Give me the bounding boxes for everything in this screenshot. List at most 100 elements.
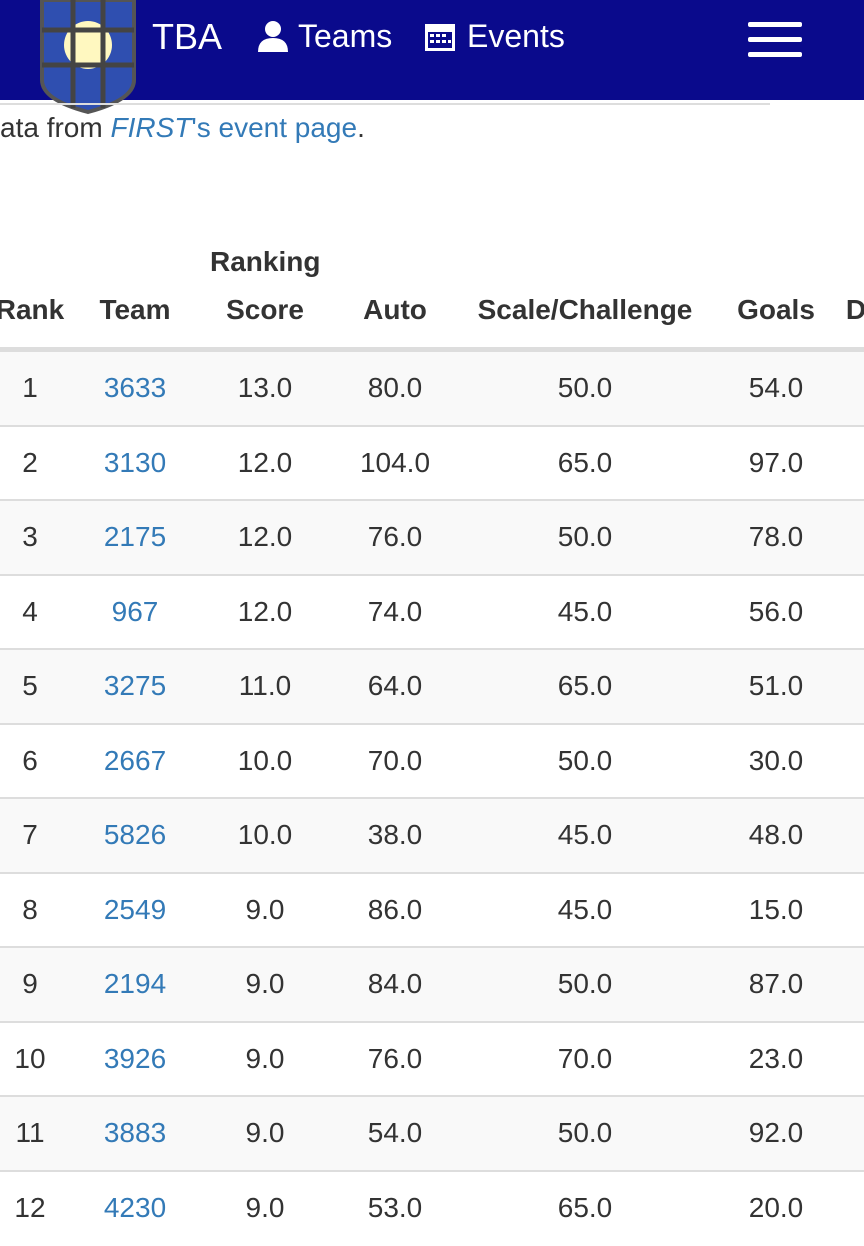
cell: 1 bbox=[22, 372, 38, 403]
text: FIRST bbox=[110, 112, 192, 143]
table-row: 10 3926 9.0 76.0 70.0 23.0 bbox=[0, 1020, 864, 1097]
team-link[interactable]: 2194 bbox=[103, 968, 167, 999]
table-row: 7 5826 10.0 38.0 45.0 48.0 bbox=[0, 797, 864, 873]
table-row: 5 3275 11.0 64.0 65.0 51.0 bbox=[0, 648, 864, 724]
text: ata from bbox=[0, 112, 111, 143]
team-link[interactable]: 4230 bbox=[103, 1191, 167, 1223]
cell: 11.0 bbox=[238, 670, 292, 701]
cell: 10 bbox=[14, 1042, 46, 1074]
cell: 12.0 bbox=[237, 521, 293, 552]
cell: 45.0 bbox=[557, 819, 613, 850]
cell: 11 bbox=[15, 1117, 45, 1148]
column-header: Team bbox=[99, 294, 171, 325]
cell: 76.0 bbox=[367, 521, 423, 552]
team-link[interactable]: 967 bbox=[111, 595, 159, 627]
team-link[interactable]: 2175 bbox=[103, 521, 167, 552]
cell: 51.0 bbox=[748, 670, 804, 701]
column-header: Rank bbox=[0, 294, 65, 325]
cell: 9.0 bbox=[245, 1117, 285, 1148]
table-row: 8 2549 9.0 86.0 45.0 15.0 bbox=[0, 871, 864, 948]
cell: 12 bbox=[14, 1191, 46, 1223]
cell: 50.0 bbox=[557, 744, 613, 776]
cell: 5 bbox=[22, 670, 38, 701]
cell: 50.0 bbox=[557, 968, 613, 999]
logo[interactable] bbox=[38, 0, 138, 115]
menu-button[interactable] bbox=[748, 22, 802, 58]
teams-icon bbox=[258, 21, 288, 52]
cell: 76.0 bbox=[367, 1042, 423, 1074]
team-link[interactable]: 3275 bbox=[103, 670, 167, 701]
cell: 10.0 bbox=[237, 744, 293, 776]
cell: 87.0 bbox=[748, 968, 804, 999]
nav-link[interactable]: Events bbox=[467, 18, 565, 54]
cell: 38.0 bbox=[367, 819, 423, 850]
table-row: 1 3633 13.0 80.0 50.0 54.0 bbox=[0, 350, 864, 426]
text: 's event page bbox=[191, 112, 358, 143]
text: . bbox=[357, 112, 365, 143]
column-header: Ranking Score bbox=[210, 246, 321, 325]
cell: 84.0 bbox=[367, 968, 423, 999]
cell: 54.0 bbox=[367, 1117, 423, 1148]
cell: 20.0 bbox=[748, 1191, 804, 1223]
table-row: 3 2175 12.0 76.0 50.0 78.0 bbox=[0, 499, 864, 575]
column-header: Goals bbox=[737, 294, 815, 325]
team-link[interactable]: 3633 bbox=[103, 372, 167, 403]
team-link[interactable]: 5826 bbox=[103, 819, 167, 850]
table-row: 9 2194 9.0 84.0 50.0 87.0 bbox=[0, 946, 864, 1022]
cell: 64.0 bbox=[367, 670, 423, 701]
cell: 92.0 bbox=[748, 1117, 804, 1148]
cell: 86.0 bbox=[367, 893, 423, 925]
event-link[interactable]: FIRST's event page bbox=[110, 112, 357, 143]
team-link[interactable]: 2667 bbox=[103, 744, 167, 776]
team-link[interactable]: 3926 bbox=[103, 1042, 167, 1074]
cell: 9.0 bbox=[245, 968, 285, 999]
table-row: 4 967 12.0 74.0 45.0 56.0 bbox=[0, 573, 864, 650]
cell: 3 bbox=[22, 521, 38, 552]
table-row: 12 4230 9.0 53.0 65.0 20.0 bbox=[0, 1169, 864, 1246]
cell: 13.0 bbox=[237, 372, 293, 403]
cell: 80.0 bbox=[367, 372, 423, 403]
cell: 50.0 bbox=[557, 1117, 613, 1148]
team-link[interactable]: 3883 bbox=[103, 1117, 167, 1148]
team-link[interactable]: 2549 bbox=[103, 893, 167, 925]
events-icon bbox=[425, 24, 455, 51]
cell: 56.0 bbox=[748, 595, 804, 627]
cell: 104.0 bbox=[359, 446, 431, 478]
cell: 15.0 bbox=[748, 893, 804, 925]
cell: 10.0 bbox=[237, 819, 293, 850]
cell: 45.0 bbox=[557, 595, 613, 627]
cell: 23.0 bbox=[748, 1042, 804, 1074]
cell: 2 bbox=[22, 446, 38, 478]
cell: 12.0 bbox=[237, 446, 293, 478]
cell: 65.0 bbox=[557, 670, 613, 701]
cell: 74.0 bbox=[367, 595, 423, 627]
cell: 9.0 bbox=[245, 1191, 285, 1223]
cell: 53.0 bbox=[367, 1191, 423, 1223]
table-row: 11 3883 9.0 54.0 50.0 92.0 bbox=[0, 1095, 864, 1171]
cell: 6 bbox=[22, 744, 38, 776]
team-link[interactable]: 3130 bbox=[103, 446, 167, 478]
cell: 12.0 bbox=[237, 595, 293, 627]
brand[interactable]: TBA bbox=[152, 16, 223, 57]
cell: 45.0 bbox=[557, 893, 613, 925]
cell: 50.0 bbox=[557, 372, 613, 403]
cell: 48.0 bbox=[748, 819, 804, 850]
cell: 65.0 bbox=[557, 446, 613, 478]
cell: 8 bbox=[22, 893, 38, 925]
nav-link[interactable]: Teams bbox=[298, 18, 393, 54]
cell: 70.0 bbox=[557, 1042, 613, 1074]
intro-text: ata from FIRST's event page. bbox=[0, 112, 365, 144]
cell: 97.0 bbox=[748, 446, 804, 478]
cell: 50.0 bbox=[557, 521, 613, 552]
cell: 54.0 bbox=[748, 372, 804, 403]
cell: 7 bbox=[22, 819, 38, 850]
table-row: 2 3130 12.0 104.0 65.0 97.0 bbox=[0, 424, 864, 501]
column-header: Scale/Challenge bbox=[477, 294, 693, 325]
table-row: 6 2667 10.0 70.0 50.0 30.0 bbox=[0, 722, 864, 799]
cell: 70.0 bbox=[367, 744, 423, 776]
cell: 65.0 bbox=[557, 1191, 613, 1223]
column-header: D bbox=[845, 294, 864, 325]
cell: 9.0 bbox=[245, 1042, 285, 1074]
cell: 78.0 bbox=[748, 521, 804, 552]
